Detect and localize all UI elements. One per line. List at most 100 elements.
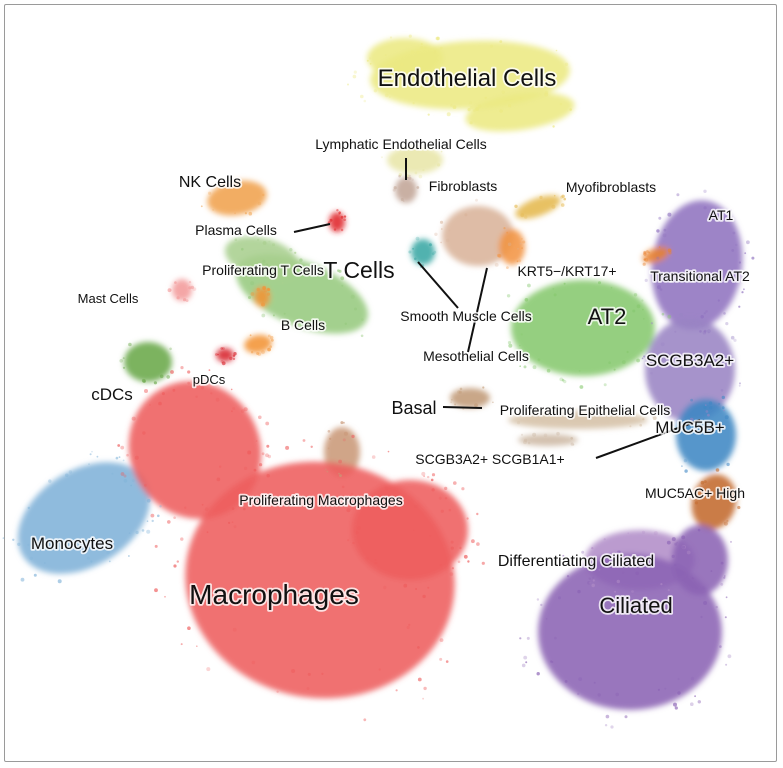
point — [257, 352, 261, 356]
point — [643, 355, 646, 358]
point — [694, 501, 699, 505]
point — [686, 550, 691, 555]
point — [439, 563, 442, 566]
point — [151, 519, 154, 523]
point — [677, 691, 681, 695]
point — [131, 416, 136, 421]
point — [20, 577, 25, 582]
point — [141, 378, 146, 383]
point — [508, 343, 513, 348]
point — [338, 472, 340, 475]
point — [167, 520, 171, 524]
cluster-points-macrophages — [117, 366, 271, 529]
point — [525, 661, 528, 664]
point — [261, 452, 265, 456]
point — [702, 586, 706, 590]
point — [234, 212, 237, 215]
point — [196, 645, 198, 647]
point — [676, 193, 680, 197]
point — [402, 79, 406, 82]
cluster-scgb3a2 — [645, 318, 735, 422]
point — [557, 411, 560, 414]
point — [703, 406, 707, 410]
point — [457, 560, 461, 564]
point — [267, 287, 270, 291]
point — [726, 519, 729, 523]
point — [469, 106, 473, 110]
label-proliferating-t-cells: Proliferating T Cells — [202, 262, 324, 278]
point — [642, 317, 645, 320]
point — [228, 521, 231, 525]
point — [248, 296, 251, 299]
point — [450, 546, 454, 550]
point — [614, 590, 617, 593]
point — [564, 680, 568, 683]
point — [222, 347, 225, 350]
point — [466, 517, 469, 520]
point — [694, 489, 698, 493]
point — [635, 571, 639, 576]
point — [552, 288, 555, 290]
point — [751, 256, 755, 260]
point — [389, 36, 393, 39]
point — [206, 667, 211, 672]
point — [188, 280, 192, 284]
point — [219, 465, 222, 468]
point — [610, 725, 614, 729]
point — [497, 254, 502, 258]
point — [681, 545, 686, 549]
point — [501, 90, 505, 94]
point — [705, 310, 708, 313]
point — [725, 322, 729, 326]
point — [247, 450, 252, 455]
point — [299, 258, 303, 262]
cluster-points-proliferating-t-cells — [234, 238, 297, 284]
point — [128, 342, 132, 347]
point — [408, 34, 412, 38]
point — [558, 596, 561, 600]
point — [556, 431, 560, 436]
point — [570, 442, 574, 446]
label-scgb3a2: SCGB3A2+ — [646, 351, 734, 370]
point — [150, 513, 155, 518]
cluster-muc5ac-high — [691, 474, 737, 530]
point — [324, 468, 327, 471]
cluster-points-cdcs — [119, 342, 172, 385]
point — [633, 293, 638, 297]
point — [448, 508, 452, 512]
cluster-points-differentiating-ciliated — [588, 530, 691, 593]
point — [339, 474, 342, 477]
point — [218, 187, 221, 190]
point — [115, 456, 119, 460]
point — [627, 532, 629, 534]
point — [89, 453, 92, 456]
point — [577, 589, 581, 594]
point — [643, 250, 647, 254]
label-muc5b: MUC5B+ — [655, 418, 725, 437]
cluster-region-monocytes — [17, 462, 151, 574]
point — [640, 349, 643, 352]
point — [141, 529, 145, 532]
point — [524, 215, 528, 219]
point — [251, 271, 256, 276]
point — [417, 646, 420, 649]
cluster-proliferating-t-cells — [224, 236, 300, 280]
label-at1: AT1 — [709, 207, 734, 223]
scatter-dots-layer — [2, 34, 755, 729]
point — [266, 276, 271, 280]
point — [577, 692, 580, 696]
point — [507, 341, 512, 345]
point — [670, 423, 674, 427]
point — [428, 243, 432, 247]
point — [441, 70, 444, 73]
point — [507, 242, 512, 247]
point — [646, 250, 649, 253]
point — [724, 575, 726, 577]
point — [190, 285, 194, 289]
point — [681, 465, 683, 467]
point — [123, 479, 128, 483]
point — [43, 562, 46, 564]
point — [229, 356, 233, 361]
point — [195, 395, 198, 398]
cluster-krt5-krt17 — [499, 229, 525, 265]
